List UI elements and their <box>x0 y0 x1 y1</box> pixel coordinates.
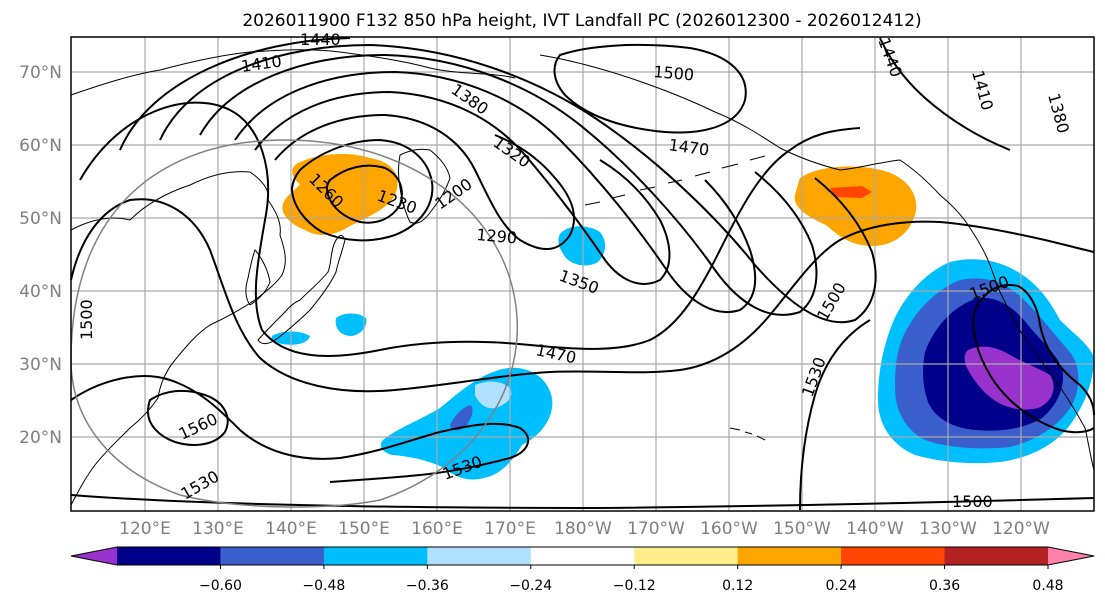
colorbar-cell <box>117 547 221 565</box>
colorbar: −0.60 −0.48 −0.36 −0.24 −0.12 0.12 0.24 0.36 0.4… <box>70 546 1095 594</box>
contour-1500-landfall <box>972 284 1095 434</box>
lon-label: 160°W <box>700 519 758 539</box>
ivt-strong-positive-area-gulf <box>830 186 872 198</box>
contour-1320 <box>254 90 671 285</box>
lon-label: 170°E <box>484 519 536 539</box>
coastline-japan <box>257 235 346 345</box>
contour-1500 <box>70 198 1095 393</box>
colorbar-cell <box>323 547 428 565</box>
colorbar-cells <box>117 547 1049 565</box>
ivt-moderate-negative-area-subtropics <box>450 405 473 431</box>
lat-label: 40°N <box>19 282 62 302</box>
coastline-alaska <box>539 54 1095 471</box>
lon-label: 120°E <box>119 519 171 539</box>
lon-label: 140°E <box>265 519 317 539</box>
contour-1500-north <box>553 43 747 134</box>
map-frame <box>70 36 1095 512</box>
colorbar-outline <box>70 546 1095 566</box>
lat-label: 60°N <box>19 136 62 156</box>
colorbar-cell <box>841 547 946 565</box>
contour-1230 <box>325 164 403 224</box>
contour-1470 <box>79 101 861 357</box>
colorbar-tick-label: 0.48 <box>1032 578 1063 594</box>
coastline-asia <box>70 171 286 506</box>
colorbar-ticks: −0.60 −0.48 −0.36 −0.24 −0.12 0.12 0.24 0.36 0.4… <box>199 565 1064 594</box>
colorbar-tick-label: −0.24 <box>509 578 552 594</box>
lon-label: 160°E <box>411 519 463 539</box>
coastline-siberia <box>70 49 516 96</box>
contour-1560 <box>146 389 229 446</box>
ivt-negative-area-japan <box>335 313 367 336</box>
ivt-extreme-negative-area-landfall <box>964 346 1054 410</box>
coastlines <box>70 49 1095 506</box>
contour-1440 <box>119 37 1011 151</box>
hawaii-islands <box>729 427 766 441</box>
contour-label: 1440 <box>300 30 341 49</box>
coastline-kamchatka <box>398 148 451 224</box>
height-contours <box>70 37 1095 511</box>
contour-1410 <box>159 43 877 324</box>
contour-1500-south <box>70 494 1095 510</box>
lon-label: 120°W <box>992 519 1050 539</box>
contour-label: 1500 <box>952 492 993 511</box>
colorbar-tick-label: 0.12 <box>722 578 753 594</box>
colorbar-cell <box>220 547 325 565</box>
colorbar-cell <box>427 547 532 565</box>
contour-1290 <box>274 113 575 250</box>
distance-ring <box>70 139 519 508</box>
colorbar-tick-label: −0.12 <box>613 578 656 594</box>
colorbar-tick-label: −0.60 <box>199 578 242 594</box>
colorbar-cell <box>737 547 842 565</box>
lon-label: 170°W <box>627 519 685 539</box>
contour-label: 1500 <box>653 62 695 84</box>
ivt-positive-area-japan <box>282 154 398 235</box>
ivt-weak-negative-area-subtropics <box>475 381 512 409</box>
coastline-korea <box>245 249 271 306</box>
lon-label: 140°W <box>846 519 904 539</box>
contour-1530 <box>70 319 871 511</box>
contour-label: 1290 <box>476 225 518 247</box>
contour-label: 1500 <box>77 299 96 340</box>
colorbar-extend-min <box>71 547 117 565</box>
contour-1260 <box>290 138 434 242</box>
lon-label: 150°E <box>338 519 390 539</box>
colorbar-cell <box>530 547 635 565</box>
lon-label: 180°W <box>554 519 612 539</box>
lon-label: 130°W <box>919 519 977 539</box>
colorbar-tick-label: −0.36 <box>406 578 449 594</box>
longitude-labels: 120°E 130°E 140°E 150°E 160°E 170°E 180°… <box>119 519 1050 539</box>
lat-label: 50°N <box>19 209 62 229</box>
colorbar-tick-label: 0.24 <box>826 578 857 594</box>
colorbar-cell <box>634 547 739 565</box>
contour-1380 <box>199 53 818 316</box>
lat-label: 30°N <box>19 355 62 375</box>
lon-label: 150°W <box>773 519 831 539</box>
lat-label: 70°N <box>19 63 62 83</box>
map-title: 2026011900 F132 850 hPa height, IVT Land… <box>242 11 921 31</box>
colorbar-tick-label: 0.36 <box>929 578 960 594</box>
lat-label: 20°N <box>19 428 62 448</box>
contour-1350 <box>234 70 757 314</box>
colorbar-extend-max <box>1048 547 1094 565</box>
colorbar-cell <box>944 547 1049 565</box>
lon-label: 130°E <box>192 519 244 539</box>
colorbar-tick-label: −0.48 <box>302 578 345 594</box>
latitude-labels: 70°N 60°N 50°N 40°N 30°N 20°N <box>19 63 62 448</box>
